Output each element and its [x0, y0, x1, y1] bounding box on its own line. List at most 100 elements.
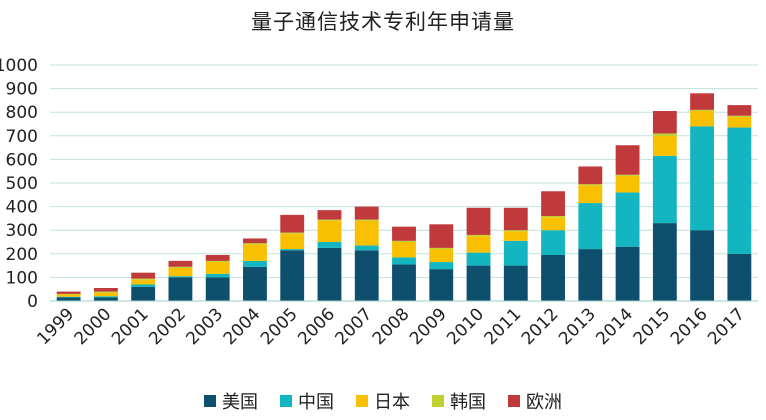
bar-segment [280, 233, 305, 250]
bar-segment [317, 242, 342, 248]
legend-swatch [432, 395, 444, 407]
bar-segment [317, 210, 342, 220]
bar-segment [541, 230, 565, 255]
legend-item: 美国 [204, 388, 258, 414]
bar-segment [690, 111, 715, 127]
bar-segment [727, 116, 752, 128]
legend-item: 韩国 [432, 388, 486, 414]
bar-segment [93, 288, 118, 292]
bar-segment [392, 257, 416, 265]
bar-segment [205, 254, 230, 261]
x-tick-label: 2013 [555, 304, 600, 349]
x-tick-label: 2005 [257, 304, 302, 349]
bar-segment [392, 264, 416, 301]
bar-segment [503, 265, 528, 301]
bar-segment [93, 297, 118, 301]
bar-segment [131, 279, 156, 285]
bar-segment [168, 266, 193, 268]
x-tick-label: 2011 [481, 304, 526, 349]
x-tick-label: 2003 [182, 304, 227, 349]
y-tick-label: 200 [6, 245, 38, 265]
bar-segment [243, 260, 267, 267]
bar-segment [503, 230, 528, 232]
bar-segment [205, 262, 230, 274]
bar-segment [243, 243, 267, 245]
bar-segment [93, 296, 118, 298]
bar-segment [466, 234, 491, 237]
x-tick-label: 2000 [71, 304, 116, 349]
bar-segment [578, 185, 603, 204]
bar-segment [392, 242, 416, 258]
legend-label: 中国 [298, 392, 334, 413]
bar-segment [243, 238, 267, 244]
bar-segment [541, 216, 565, 218]
x-tick-label: 1999 [33, 304, 78, 349]
bar-segment [615, 145, 640, 175]
legend-label: 美国 [222, 392, 258, 413]
bar-segment [578, 166, 603, 185]
y-tick-label: 400 [6, 198, 38, 218]
bar-segment [541, 217, 565, 231]
bar-segment [392, 240, 416, 242]
y-tick-label: 600 [6, 150, 38, 170]
y-tick-label: 300 [6, 221, 38, 241]
bar-segment [541, 254, 565, 301]
legend-item: 欧洲 [508, 388, 562, 414]
y-tick-label: 500 [6, 174, 38, 194]
bar-segment [56, 297, 81, 301]
bar-segment [131, 278, 156, 280]
chart-title: 量子通信技术专利年申请量 [251, 10, 515, 34]
y-tick-label: 1000 [0, 56, 38, 76]
bar-segment [317, 247, 342, 301]
bar-segment [503, 231, 528, 241]
x-tick-label: 2016 [667, 304, 712, 349]
bar-segment [652, 111, 677, 134]
x-tick-label: 2008 [369, 304, 414, 349]
x-tick-label: 2012 [518, 304, 563, 349]
bar-segment [280, 249, 305, 251]
bar-segment [727, 253, 752, 301]
bar-segment [93, 292, 118, 297]
bar-segment [56, 294, 81, 297]
bar-segment [168, 276, 193, 278]
legend-item: 中国 [280, 388, 334, 414]
bar-segment [727, 115, 752, 117]
bar-segment [429, 247, 454, 250]
y-tick-label: 0 [27, 292, 38, 312]
bars [56, 93, 752, 301]
bar-segment [280, 232, 305, 234]
axes: 0 100 200 300 400 500 600 700 800 900 1000 19992000… [0, 56, 758, 349]
bar-segment [280, 250, 305, 301]
bar-segment [652, 135, 677, 156]
y-tick-label: 900 [6, 80, 38, 100]
bar-segment [690, 126, 715, 231]
bar-segment [503, 240, 528, 266]
bar-segment [578, 203, 603, 250]
y-tick-label: 800 [6, 103, 38, 123]
legend-item: 日本 [356, 388, 410, 414]
bar-segment [466, 265, 491, 301]
bar-segment [652, 155, 677, 224]
bar-segment [243, 244, 267, 261]
bar-segment [578, 249, 603, 301]
legend-label: 韩国 [450, 392, 486, 413]
bar-segment [205, 260, 230, 263]
bar-segment [131, 284, 156, 287]
bar-segment [503, 207, 528, 231]
legend-swatch [356, 395, 368, 407]
bar-segment [652, 133, 677, 136]
bar-segment [652, 223, 677, 301]
bar-segment [354, 220, 379, 246]
bar-segment [690, 109, 715, 112]
bar-segment [280, 214, 305, 233]
bar-segment [354, 206, 379, 220]
bar-segment [354, 250, 379, 301]
legend-label: 欧洲 [526, 392, 562, 413]
legend: 美国 中国 日本 韩国 欧洲 [0, 388, 766, 414]
bar-segment [56, 296, 81, 298]
bar-segment [466, 236, 491, 253]
bar-segment [131, 272, 156, 279]
bar-segment [93, 291, 118, 293]
bar-segment [690, 230, 715, 301]
x-tick-label: 2002 [145, 304, 190, 349]
